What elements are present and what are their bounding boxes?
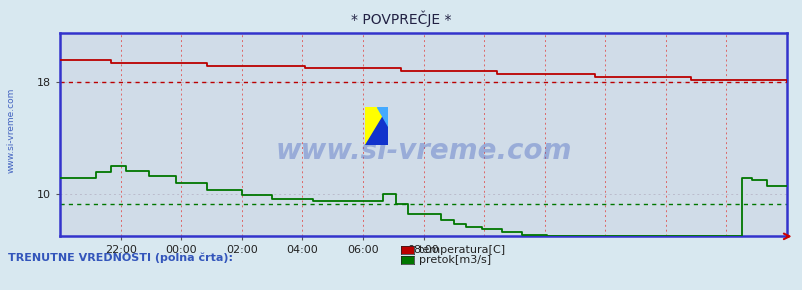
Polygon shape bbox=[376, 107, 387, 126]
Text: * POVPREČJE *: * POVPREČJE * bbox=[350, 10, 452, 27]
Text: www.si-vreme.com: www.si-vreme.com bbox=[275, 137, 571, 165]
Text: www.si-vreme.com: www.si-vreme.com bbox=[6, 88, 15, 173]
Text: temperatura[C]: temperatura[C] bbox=[419, 245, 505, 255]
Polygon shape bbox=[365, 107, 387, 145]
Text: TRENUTNE VREDNOSTI (polna črta):: TRENUTNE VREDNOSTI (polna črta): bbox=[8, 253, 233, 263]
Text: pretok[m3/s]: pretok[m3/s] bbox=[419, 255, 491, 265]
